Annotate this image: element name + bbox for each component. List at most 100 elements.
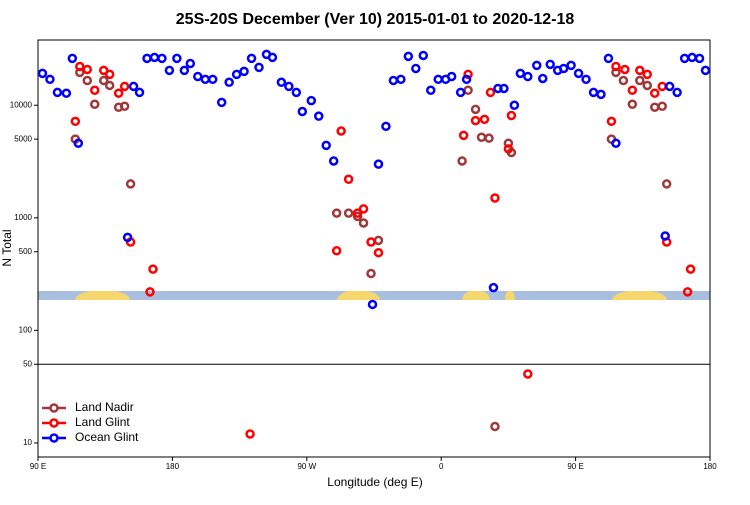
point [113, 88, 124, 98]
point [104, 80, 115, 91]
point [642, 69, 653, 80]
plot-frame [37, 39, 711, 458]
point [366, 237, 376, 247]
point [685, 264, 696, 274]
point [461, 74, 472, 85]
point [297, 106, 308, 117]
point [470, 115, 481, 126]
point [119, 101, 130, 111]
point [104, 69, 115, 80]
point [52, 87, 63, 98]
point [506, 110, 517, 121]
y-tick-label: 100 [19, 325, 33, 334]
point [216, 97, 227, 108]
legend-label: Ocean Glint [75, 430, 139, 444]
point [649, 88, 660, 98]
y-axis-label: N Total [0, 229, 14, 266]
point [488, 282, 499, 293]
point [358, 218, 369, 228]
point [627, 99, 638, 110]
point [61, 88, 72, 98]
point [403, 51, 414, 62]
point [119, 81, 130, 92]
point [503, 144, 514, 154]
point [172, 53, 182, 64]
y-tick-label: 10000 [10, 100, 33, 109]
point [573, 68, 584, 79]
point [373, 235, 384, 246]
point [455, 87, 466, 98]
point [664, 81, 675, 92]
point [331, 245, 342, 256]
point [157, 53, 167, 64]
point [566, 60, 576, 71]
point [672, 87, 682, 98]
point [657, 81, 667, 92]
point [145, 287, 155, 297]
y-tick-label: 500 [19, 247, 33, 256]
point [291, 87, 302, 98]
x-tick-label: 90 W [297, 462, 316, 471]
legend-label: Land Glint [75, 415, 130, 429]
y-tick-label: 50 [23, 359, 32, 368]
point [373, 247, 384, 258]
point [515, 68, 526, 79]
point [635, 65, 645, 76]
point [388, 75, 399, 86]
point [284, 81, 294, 92]
point [476, 132, 487, 142]
point [687, 52, 697, 63]
point [396, 74, 406, 85]
point [490, 421, 500, 432]
point [661, 179, 672, 189]
point [649, 102, 660, 113]
point [75, 61, 85, 72]
point [134, 87, 145, 98]
point [606, 116, 617, 127]
point [37, 68, 48, 79]
point [537, 73, 548, 84]
point [82, 75, 93, 86]
point [331, 208, 342, 218]
point [328, 156, 339, 166]
y-tick-label: 5000 [14, 134, 32, 143]
point [343, 208, 354, 218]
point [179, 65, 190, 76]
point [381, 121, 391, 132]
point [343, 174, 354, 185]
point [276, 77, 287, 88]
legend-label: Land Nadir [75, 400, 134, 414]
point [352, 211, 363, 222]
map-land [75, 291, 130, 300]
point [367, 299, 378, 310]
point [245, 429, 255, 439]
legend-marker [49, 418, 59, 428]
x-tick-label: 0 [439, 462, 444, 471]
point [479, 114, 490, 125]
point [657, 101, 667, 111]
point [558, 63, 569, 74]
point [125, 179, 136, 189]
y-tick-label: 1000 [14, 213, 32, 222]
map-land [337, 291, 380, 300]
point [425, 85, 436, 95]
point [352, 208, 363, 218]
point [70, 116, 81, 127]
point [200, 74, 211, 85]
point [122, 232, 133, 243]
point [581, 74, 591, 85]
point [463, 69, 473, 80]
map-land [462, 291, 490, 300]
point [509, 100, 520, 111]
point [603, 53, 614, 64]
point [246, 53, 257, 64]
point [89, 85, 100, 95]
point [679, 53, 690, 64]
point [700, 65, 711, 76]
x-tick-label: 180 [703, 462, 717, 471]
point [485, 87, 496, 98]
point [193, 71, 203, 82]
point [627, 85, 638, 95]
x-axis-label: Longitude (deg E) [327, 475, 422, 489]
